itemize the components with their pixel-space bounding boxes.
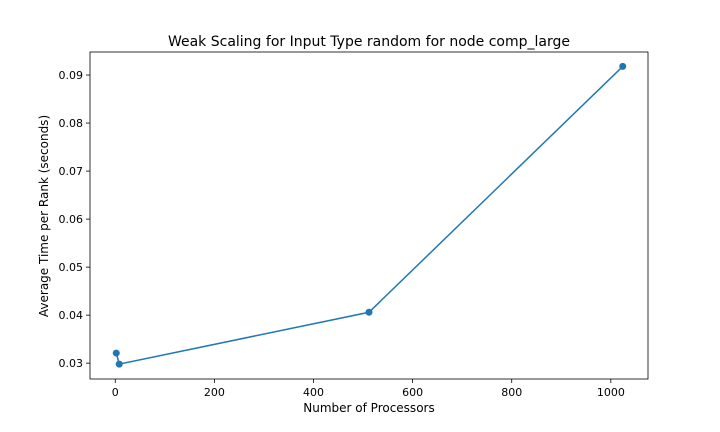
data-point [115, 360, 123, 368]
data-point [365, 308, 373, 316]
y-tick-label: 0.09 [59, 69, 84, 82]
data-point [112, 349, 120, 357]
x-tick-label: 200 [204, 386, 225, 399]
y-axis-label: Average Time per Rank (seconds) [37, 115, 51, 317]
y-tick-label: 0.08 [59, 117, 84, 130]
y-axis: 0.03 0.04 0.05 0.06 0.07 0.08 0.09 [59, 69, 90, 370]
x-tick-label: 600 [402, 386, 423, 399]
x-axis: 0 200 400 600 800 1000 [112, 379, 625, 399]
x-tick-label: 1000 [597, 386, 625, 399]
y-tick-label: 0.04 [59, 309, 84, 322]
series-layer [112, 62, 627, 368]
y-tick-label: 0.06 [59, 213, 84, 226]
y-tick-label: 0.03 [59, 357, 84, 370]
series-line [115, 65, 624, 365]
x-tick-label: 400 [303, 386, 324, 399]
y-tick-label: 0.07 [59, 165, 84, 178]
chart-title: Weak Scaling for Input Type random for n… [168, 34, 570, 50]
x-tick-label: 800 [501, 386, 522, 399]
data-point [619, 62, 627, 70]
plot-area [89, 51, 649, 380]
x-axis-label: Number of Processors [303, 401, 434, 415]
x-tick-label: 0 [112, 386, 119, 399]
y-tick-label: 0.05 [59, 261, 84, 274]
plot-frame [89, 51, 649, 380]
